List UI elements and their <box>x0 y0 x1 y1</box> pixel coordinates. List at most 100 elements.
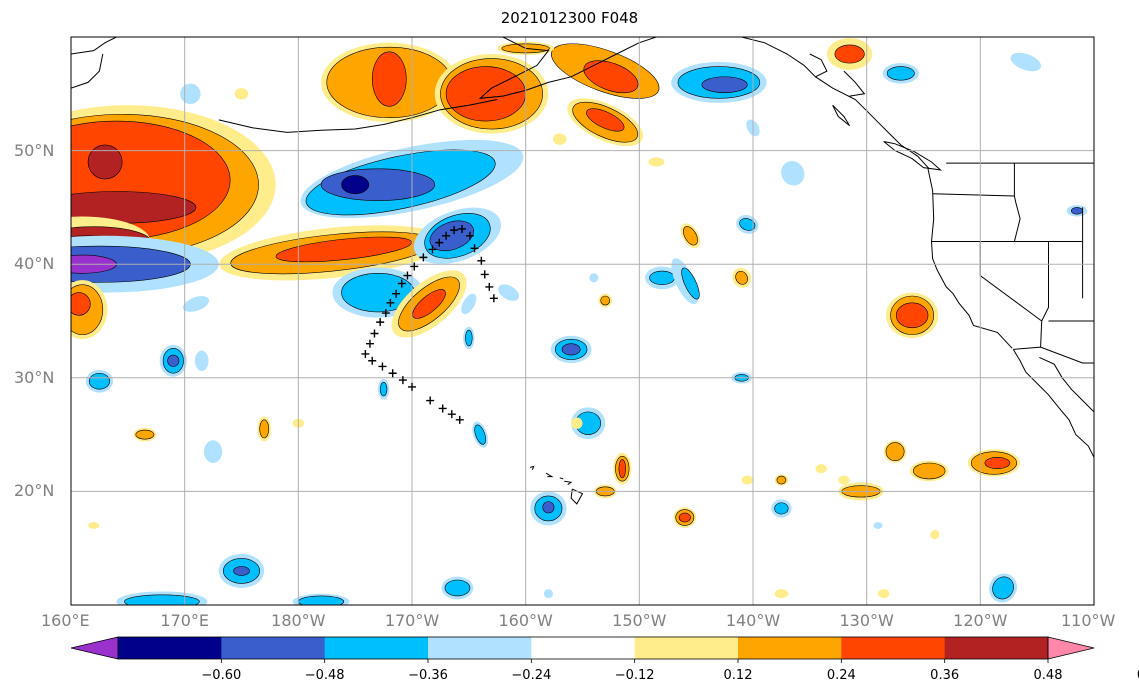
anomaly-lightblue-144 <box>873 522 883 529</box>
colorbar-label-7: 0.36 <box>930 668 960 683</box>
track-point-16 <box>378 362 387 371</box>
track-point-4 <box>419 253 428 262</box>
track-point-0 <box>450 226 459 235</box>
anomaly-fields <box>71 38 1088 605</box>
coastline-3 <box>1012 349 1094 458</box>
coastline-5 <box>883 141 943 171</box>
anomaly-royal-74 <box>167 354 180 367</box>
anomaly-lightblue-76 <box>180 83 201 105</box>
track-point-10 <box>381 309 390 318</box>
anomaly-redorange-50 <box>895 302 929 329</box>
coastline-20 <box>570 488 584 505</box>
anomaly-sky-71 <box>88 372 110 390</box>
anomaly-redorange-31 <box>371 51 407 107</box>
track-point-15 <box>368 356 377 365</box>
map-frame <box>70 36 1095 606</box>
coastline-13 <box>1013 346 1094 364</box>
track-point-21 <box>438 404 447 413</box>
anomaly-yellow-132 <box>774 589 789 599</box>
anomaly-darkred-3 <box>71 191 197 224</box>
track-point-12 <box>370 329 379 338</box>
colorbar-label-6: 0.24 <box>826 668 856 683</box>
anomaly-yellow-134 <box>88 522 100 529</box>
anomaly-sky-85 <box>379 382 388 397</box>
track-point-25 <box>465 231 474 240</box>
track-point-3 <box>428 245 437 254</box>
track-point-9 <box>386 298 395 307</box>
anomaly-redorange-122 <box>984 457 1011 469</box>
anomaly-lightblue-86 <box>183 296 210 312</box>
anomaly-lightblue-75 <box>194 350 209 371</box>
colorbar-label-9: 0.60 <box>1137 668 1139 683</box>
track-point-29 <box>485 282 494 291</box>
track-point-7 <box>397 279 406 288</box>
anomaly-sky-140 <box>992 576 1014 600</box>
track-point-23 <box>455 415 464 424</box>
track-point-30 <box>489 294 498 303</box>
colorbar-segment-0 <box>118 637 222 659</box>
track-point-24 <box>458 224 467 233</box>
anomaly-orange-117 <box>885 442 905 462</box>
anomaly-lightblue-89 <box>461 293 477 315</box>
track-point-5 <box>410 262 419 271</box>
colorbar-label-0: −0.60 <box>201 668 242 683</box>
lon-tick-label-8: 120°W <box>953 611 1008 630</box>
anomaly-orange-93 <box>735 270 748 285</box>
lon-tick-label-5: 150°W <box>612 611 667 630</box>
anomaly-sky-142 <box>298 595 345 605</box>
anomaly-redorange-106 <box>618 459 626 479</box>
coastline-19 <box>564 480 573 486</box>
anomaly-redorange-39 <box>586 108 625 132</box>
colorbar-segment-2 <box>324 637 429 659</box>
lon-tick-label-6: 140°W <box>725 611 781 630</box>
anomaly-navy-17 <box>341 175 370 195</box>
anomaly-sky-99 <box>739 218 756 231</box>
colorbar-outline <box>117 636 1049 660</box>
lat-tick-label-2: 30°N <box>14 367 55 387</box>
colorbar-label-2: −0.36 <box>408 668 448 683</box>
lat-tick-label-1: 40°N <box>14 254 55 274</box>
colorbar-segment-8 <box>944 637 1049 659</box>
anomaly-lightblue-47 <box>1010 52 1041 72</box>
coastline-8 <box>1013 163 1021 242</box>
anomaly-sky-69 <box>124 594 200 605</box>
colorbar-segment-6 <box>738 637 842 659</box>
anomaly-orange-95 <box>600 295 611 306</box>
colorbar-segment-4 <box>531 637 636 659</box>
anomaly-redorange-13 <box>71 292 91 316</box>
anomaly-redorange-28 <box>412 289 446 319</box>
lon-tick-label-2: 180°W <box>271 611 326 630</box>
anomaly-yellow-127 <box>815 464 827 474</box>
anomaly-orange-119 <box>912 462 946 480</box>
lon-tick-label-4: 160°W <box>498 611 553 630</box>
coastline-4 <box>1039 356 1094 413</box>
lon-tick-label-9: 110°W <box>1061 611 1116 630</box>
track-point-8 <box>392 289 401 298</box>
colorbar-segment-7 <box>841 637 946 659</box>
track-point-19 <box>408 382 416 391</box>
coastline-18 <box>559 477 564 480</box>
anomaly-lightblue-103 <box>498 284 520 301</box>
colorbar-label-4: −0.12 <box>614 668 655 683</box>
coastline-23 <box>71 53 104 89</box>
colorbar-extend-high <box>1047 636 1095 660</box>
storm-track <box>361 224 498 424</box>
lon-tick-label-1: 170°E <box>160 611 209 630</box>
anomaly-yellow-96 <box>552 133 567 145</box>
anomaly-sky-54 <box>681 267 700 300</box>
anomaly-redorange-44 <box>834 44 865 64</box>
track-point-28 <box>480 270 489 279</box>
map-title: 2021012300 F048 <box>500 9 639 27</box>
track-point-20 <box>426 396 435 405</box>
gridlines <box>71 37 1094 605</box>
anomaly-royal-16 <box>320 168 436 201</box>
track-point-2 <box>435 238 444 247</box>
track-point-27 <box>477 256 486 265</box>
anomaly-yellow-130 <box>571 417 583 429</box>
colorbar-label-5: 0.12 <box>723 668 753 683</box>
anomaly-royal-42 <box>701 76 748 93</box>
coastline-0 <box>478 37 719 99</box>
colorbar <box>70 636 1095 663</box>
coastline-12 <box>1040 241 1049 348</box>
